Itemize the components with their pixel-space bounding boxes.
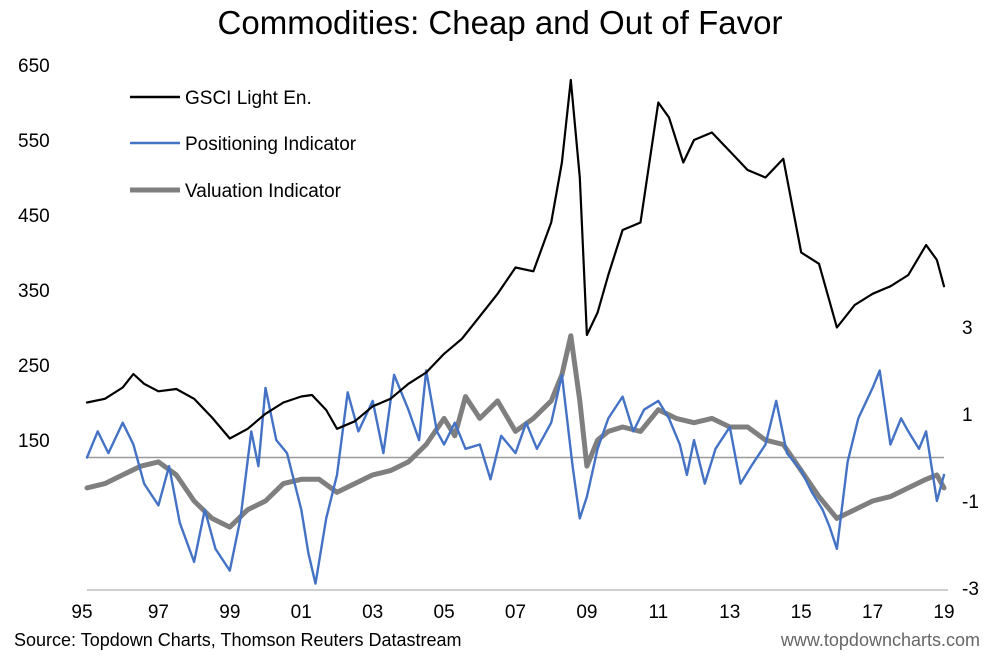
y-right-tick-label: 3 xyxy=(962,318,973,339)
chart-title: Commodities: Cheap and Out of Favor xyxy=(217,4,783,41)
y-left-tick-label: 550 xyxy=(18,131,50,152)
x-tick-label: 03 xyxy=(362,602,383,623)
y-right-tick-label: 1 xyxy=(962,405,973,426)
x-tick-label: 07 xyxy=(505,602,526,623)
legend-label: Positioning Indicator xyxy=(185,134,357,155)
x-tick-label: 97 xyxy=(148,602,169,623)
y-right-tick-label: -1 xyxy=(962,492,979,513)
y-left-tick-label: 450 xyxy=(18,206,50,227)
series-line-positioning-indicator xyxy=(85,369,946,585)
x-tick-label: 05 xyxy=(434,602,455,623)
legend-label: GSCI Light En. xyxy=(185,88,312,109)
x-tick-label: 01 xyxy=(291,602,312,623)
x-tick-label: 13 xyxy=(719,602,740,623)
y-left-tick-label: 350 xyxy=(18,281,50,302)
series-line-gsci-light-en xyxy=(85,78,946,440)
y-right-tick-label: -3 xyxy=(962,579,979,600)
x-tick-label: 11 xyxy=(648,602,668,623)
x-tick-label: 99 xyxy=(219,602,240,623)
x-tick-label: 09 xyxy=(576,602,597,623)
website-note: www.topdowncharts.com xyxy=(780,630,980,650)
source-note: Source: Topdown Charts, Thomson Reuters … xyxy=(14,630,462,650)
y-left-tick-label: 650 xyxy=(18,56,50,77)
x-tick-label: 17 xyxy=(862,602,883,623)
x-tick-label: 95 xyxy=(71,602,92,623)
x-tick-label: 19 xyxy=(933,602,954,623)
legend-label: Valuation Indicator xyxy=(185,181,342,202)
y-left-tick-label: 150 xyxy=(18,431,50,452)
y-left-tick-label: 250 xyxy=(18,356,50,377)
x-tick-label: 15 xyxy=(791,602,812,623)
